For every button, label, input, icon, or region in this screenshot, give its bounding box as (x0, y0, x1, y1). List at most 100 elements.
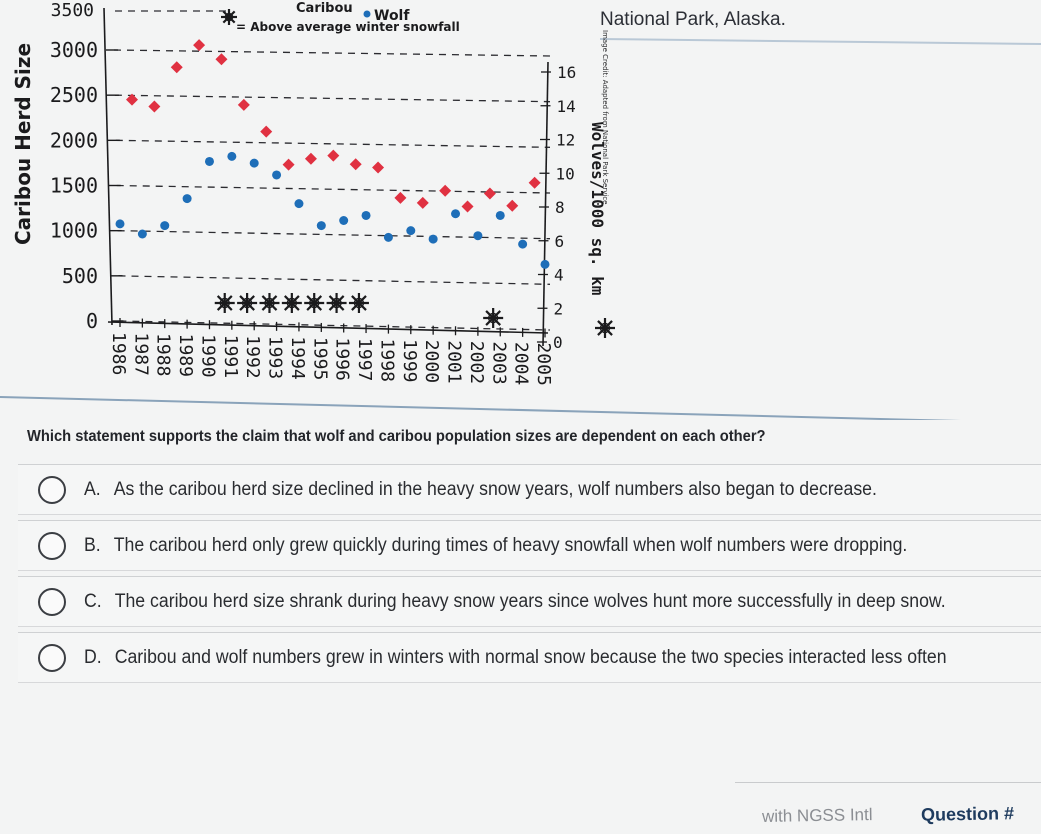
snowflake-arm (222, 10, 236, 24)
caribou-point-2003 (506, 199, 519, 212)
caribou-point-2002 (483, 187, 496, 200)
snowflake-core (353, 297, 365, 309)
right-tick-label: 2 (553, 299, 563, 318)
right-tick-label: 14 (556, 97, 575, 116)
snowflake-core (331, 297, 342, 309)
x-tick-label: 1991 (220, 335, 241, 378)
gridline-3000 (113, 49, 551, 57)
wolf-point-2001 (451, 209, 461, 219)
caribou-point-1988 (170, 61, 183, 74)
wolf-point-1991 (227, 151, 237, 161)
left-tick-label: 3500 (51, 0, 94, 21)
right-tick-label: 8 (555, 198, 565, 217)
gridline-2500 (114, 94, 551, 103)
wolf-point-2000 (428, 234, 438, 244)
x-tick-label: 2001 (444, 340, 465, 383)
x-tick-label: 1994 (287, 336, 308, 379)
right-axis-title: Wolves/1000 sq. km (588, 122, 607, 296)
caribou-point-2004 (528, 176, 541, 189)
caribou-point-1993 (282, 158, 295, 171)
legend-snow-label: = Above average winter snowfall (236, 20, 460, 34)
caribou-point-1987 (148, 100, 161, 113)
x-tick-label: 2000 (421, 340, 442, 383)
right-axis-line (542, 61, 549, 347)
image-credit: Image Credit: Adapted from National Park… (601, 30, 609, 204)
left-tick-label: 3000 (50, 38, 98, 62)
legend-snowflake-icon (221, 9, 237, 25)
snowflake-arm (261, 295, 278, 311)
footer-divider (735, 782, 1041, 783)
bottom-axis-line (107, 321, 549, 334)
wolf-point-1996 (339, 216, 349, 225)
park-caption: National Park, Alaska. (600, 9, 786, 30)
caribou-point-1998 (394, 191, 407, 204)
wolf-point-1992 (249, 158, 259, 168)
answer-option-c[interactable]: C. The caribou herd size shrank during he… (18, 576, 1041, 627)
gridline-2000 (115, 139, 551, 148)
right-tick-label: 4 (554, 266, 564, 285)
x-tick-label: 2003 (488, 341, 509, 384)
wolf-point-1988 (160, 221, 170, 231)
snowflake-core (286, 297, 298, 309)
x-tick-label: 1998 (376, 339, 397, 382)
snowfall-marker (237, 293, 258, 313)
x-tick-label: 2004 (511, 342, 532, 385)
wolf-point-1993 (272, 170, 282, 180)
legend-wolf-label: Wolf (374, 8, 410, 24)
radio-button-b[interactable] (38, 531, 66, 560)
snowflake-core (224, 12, 234, 22)
snowflake-arm (328, 295, 345, 311)
snowflake-arm (351, 295, 367, 311)
snowfall-marker (348, 293, 369, 313)
question-number-link[interactable]: Question # (920, 803, 1015, 825)
caribou-point-1997 (372, 161, 385, 174)
caribou-point-1996 (349, 158, 362, 171)
x-tick-label: 1997 (354, 338, 375, 381)
snowflake-core (599, 322, 611, 334)
snowfall-marker (483, 308, 504, 328)
caribou-point-1992 (260, 125, 273, 138)
header-divider-line (599, 38, 1041, 45)
snowflake-arm (306, 295, 323, 311)
x-tick-label: 1999 (399, 339, 420, 382)
radio-button-a[interactable] (38, 475, 66, 504)
answer-option-b-label: B. The caribou herd only grew quickly dur… (84, 534, 908, 556)
left-tick-label: 0 (86, 309, 98, 333)
snowflake-core (264, 297, 275, 309)
radio-button-c[interactable] (38, 587, 66, 616)
snowflake-core (241, 297, 253, 309)
x-tick-label: 2005 (533, 342, 554, 385)
wolf-point-1999 (406, 226, 416, 236)
snowflake-arm (485, 310, 502, 326)
wolf-point-2004 (518, 239, 528, 249)
caribou-point-1991 (237, 98, 250, 111)
left-axis-title: Caribou Herd Size (11, 43, 35, 245)
wolf-point-1994 (294, 199, 304, 209)
snowfall-marker (214, 293, 235, 313)
wolf-point-2003 (495, 210, 505, 220)
wolf-point-1998 (383, 232, 393, 242)
question-text: Which statement supports the claim that … (27, 428, 766, 445)
caribou-point-2001 (461, 200, 474, 213)
snowflake-arm (283, 295, 300, 311)
radio-button-d[interactable] (38, 643, 66, 672)
snowfall-marker (595, 318, 615, 338)
left-tick-label: 1000 (50, 219, 98, 243)
chart: National Park, Alaska. Caribou Wolf = Ab… (0, 0, 1041, 420)
gridline-0 (119, 320, 551, 331)
right-tick-label: 12 (556, 131, 575, 150)
answer-option-b[interactable]: B. The caribou herd only grew quickly dur… (18, 520, 1041, 571)
x-tick-label: 1996 (332, 338, 353, 381)
caribou-point-2000 (439, 184, 452, 197)
answer-options: A. As the caribou herd size declined in t… (18, 464, 1041, 688)
caribou-point-1989 (193, 39, 206, 52)
x-tick-label: 1989 (175, 334, 196, 377)
x-tick-label: 1988 (153, 333, 174, 376)
right-tick-label: 10 (555, 164, 574, 183)
answer-option-d[interactable]: D. Caribou and wolf numbers grew in winte… (18, 632, 1041, 683)
wolf-point-1990 (204, 156, 214, 166)
x-tick-label: 1986 (108, 332, 129, 375)
snowflake-arm (239, 295, 255, 311)
answer-option-a[interactable]: A. As the caribou herd size declined in t… (18, 464, 1041, 515)
wolf-point-2002 (473, 231, 483, 241)
